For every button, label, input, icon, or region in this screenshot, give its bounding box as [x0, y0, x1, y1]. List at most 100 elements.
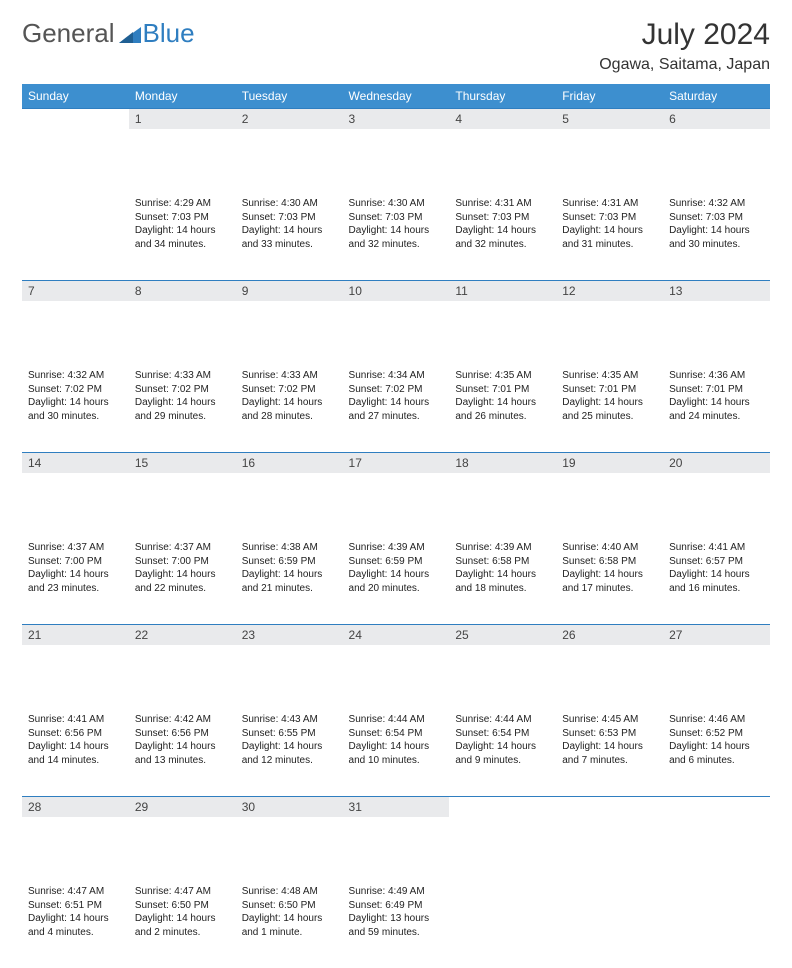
day-data: Sunrise: 4:33 AMSunset: 7:02 PMDaylight:… [129, 366, 236, 429]
logo-triangle-icon [119, 25, 141, 43]
day-data: Sunrise: 4:33 AMSunset: 7:02 PMDaylight:… [236, 366, 343, 429]
sunset-line: Sunset: 7:02 PM [135, 383, 230, 397]
daylight-line: Daylight: 14 hours and 28 minutes. [242, 396, 337, 423]
day-number-empty [663, 796, 770, 817]
day-data: Sunrise: 4:48 AMSunset: 6:50 PMDaylight:… [236, 882, 343, 945]
sunset-line: Sunset: 7:01 PM [562, 383, 657, 397]
sunset-line: Sunset: 7:00 PM [135, 555, 230, 569]
sunrise-line: Sunrise: 4:41 AM [28, 713, 123, 727]
sunrise-line: Sunrise: 4:37 AM [135, 541, 230, 555]
daylight-line: Daylight: 14 hours and 34 minutes. [135, 224, 230, 251]
day-data: Sunrise: 4:49 AMSunset: 6:49 PMDaylight:… [343, 882, 450, 945]
day-data: Sunrise: 4:37 AMSunset: 7:00 PMDaylight:… [129, 538, 236, 601]
day-number: 15 [129, 452, 236, 473]
day-data: Sunrise: 4:35 AMSunset: 7:01 PMDaylight:… [556, 366, 663, 429]
daylight-line: Daylight: 14 hours and 33 minutes. [242, 224, 337, 251]
daylight-line: Daylight: 14 hours and 23 minutes. [28, 568, 123, 595]
day-number: 26 [556, 624, 663, 645]
daylight-line: Daylight: 14 hours and 10 minutes. [349, 740, 444, 767]
sunrise-line: Sunrise: 4:43 AM [242, 713, 337, 727]
day-data: Sunrise: 4:47 AMSunset: 6:51 PMDaylight:… [22, 882, 129, 945]
daylight-line: Daylight: 14 hours and 13 minutes. [135, 740, 230, 767]
sunrise-line: Sunrise: 4:34 AM [349, 369, 444, 383]
logo: General Blue [22, 18, 195, 49]
weekday-header: Wednesday [343, 84, 450, 108]
day-number: 31 [343, 796, 450, 817]
sunset-line: Sunset: 6:56 PM [135, 727, 230, 741]
sunset-line: Sunset: 7:01 PM [669, 383, 764, 397]
day-data: Sunrise: 4:34 AMSunset: 7:02 PMDaylight:… [343, 366, 450, 429]
weekday-header: Friday [556, 84, 663, 108]
sunset-line: Sunset: 7:02 PM [28, 383, 123, 397]
sunrise-line: Sunrise: 4:31 AM [455, 197, 550, 211]
day-number: 8 [129, 280, 236, 301]
sunset-line: Sunset: 6:50 PM [242, 899, 337, 913]
day-number: 23 [236, 624, 343, 645]
week-number-row: 123456 [22, 108, 770, 194]
day-number: 3 [343, 108, 450, 129]
day-number: 24 [343, 624, 450, 645]
week-number-row: 21222324252627 [22, 624, 770, 710]
sunset-line: Sunset: 7:03 PM [562, 211, 657, 225]
sunset-line: Sunset: 7:03 PM [349, 211, 444, 225]
sunset-line: Sunset: 7:02 PM [349, 383, 444, 397]
daylight-line: Daylight: 14 hours and 21 minutes. [242, 568, 337, 595]
weekday-header-row: SundayMondayTuesdayWednesdayThursdayFrid… [22, 84, 770, 108]
day-data: Sunrise: 4:37 AMSunset: 7:00 PMDaylight:… [22, 538, 129, 601]
daylight-line: Daylight: 14 hours and 30 minutes. [669, 224, 764, 251]
sunrise-line: Sunrise: 4:47 AM [28, 885, 123, 899]
day-number-empty [556, 796, 663, 817]
weekday-header: Tuesday [236, 84, 343, 108]
sunset-line: Sunset: 6:54 PM [349, 727, 444, 741]
day-number: 5 [556, 108, 663, 129]
daylight-line: Daylight: 14 hours and 31 minutes. [562, 224, 657, 251]
daylight-line: Daylight: 14 hours and 6 minutes. [669, 740, 764, 767]
daylight-line: Daylight: 14 hours and 12 minutes. [242, 740, 337, 767]
daylight-line: Daylight: 14 hours and 26 minutes. [455, 396, 550, 423]
day-number: 4 [449, 108, 556, 129]
day-data: Sunrise: 4:40 AMSunset: 6:58 PMDaylight:… [556, 538, 663, 601]
daylight-line: Daylight: 14 hours and 9 minutes. [455, 740, 550, 767]
day-number: 10 [343, 280, 450, 301]
week-number-row: 28293031 [22, 796, 770, 882]
daylight-line: Daylight: 14 hours and 18 minutes. [455, 568, 550, 595]
day-data: Sunrise: 4:39 AMSunset: 6:58 PMDaylight:… [449, 538, 556, 601]
day-data: Sunrise: 4:47 AMSunset: 6:50 PMDaylight:… [129, 882, 236, 945]
sunrise-line: Sunrise: 4:40 AM [562, 541, 657, 555]
daylight-line: Daylight: 14 hours and 24 minutes. [669, 396, 764, 423]
day-data: Sunrise: 4:30 AMSunset: 7:03 PMDaylight:… [236, 194, 343, 257]
title-block: July 2024 Ogawa, Saitama, Japan [599, 18, 770, 74]
sunset-line: Sunset: 6:56 PM [28, 727, 123, 741]
day-number: 1 [129, 108, 236, 129]
day-number: 9 [236, 280, 343, 301]
daylight-line: Daylight: 14 hours and 22 minutes. [135, 568, 230, 595]
daylight-line: Daylight: 14 hours and 25 minutes. [562, 396, 657, 423]
day-data: Sunrise: 4:44 AMSunset: 6:54 PMDaylight:… [343, 710, 450, 773]
day-number: 21 [22, 624, 129, 645]
sunrise-line: Sunrise: 4:29 AM [135, 197, 230, 211]
sunrise-line: Sunrise: 4:30 AM [242, 197, 337, 211]
logo-text-gray: General [22, 18, 115, 49]
sunrise-line: Sunrise: 4:38 AM [242, 541, 337, 555]
day-data: Sunrise: 4:42 AMSunset: 6:56 PMDaylight:… [129, 710, 236, 773]
sunset-line: Sunset: 6:58 PM [455, 555, 550, 569]
sunrise-line: Sunrise: 4:33 AM [135, 369, 230, 383]
day-number-empty [22, 108, 129, 129]
sunset-line: Sunset: 7:03 PM [455, 211, 550, 225]
calendar-table: SundayMondayTuesdayWednesdayThursdayFrid… [22, 84, 770, 968]
sunset-line: Sunset: 6:54 PM [455, 727, 550, 741]
day-number: 19 [556, 452, 663, 473]
sunset-line: Sunset: 7:02 PM [242, 383, 337, 397]
day-data: Sunrise: 4:32 AMSunset: 7:03 PMDaylight:… [663, 194, 770, 257]
sunset-line: Sunset: 6:58 PM [562, 555, 657, 569]
sunrise-line: Sunrise: 4:41 AM [669, 541, 764, 555]
day-number: 25 [449, 624, 556, 645]
calendar-body: 123456Sunrise: 4:29 AMSunset: 7:03 PMDay… [22, 108, 770, 968]
daylight-line: Daylight: 14 hours and 20 minutes. [349, 568, 444, 595]
sunrise-line: Sunrise: 4:32 AM [28, 369, 123, 383]
sunrise-line: Sunrise: 4:49 AM [349, 885, 444, 899]
day-data: Sunrise: 4:30 AMSunset: 7:03 PMDaylight:… [343, 194, 450, 257]
day-data: Sunrise: 4:36 AMSunset: 7:01 PMDaylight:… [663, 366, 770, 429]
day-data: Sunrise: 4:38 AMSunset: 6:59 PMDaylight:… [236, 538, 343, 601]
week-number-row: 78910111213 [22, 280, 770, 366]
